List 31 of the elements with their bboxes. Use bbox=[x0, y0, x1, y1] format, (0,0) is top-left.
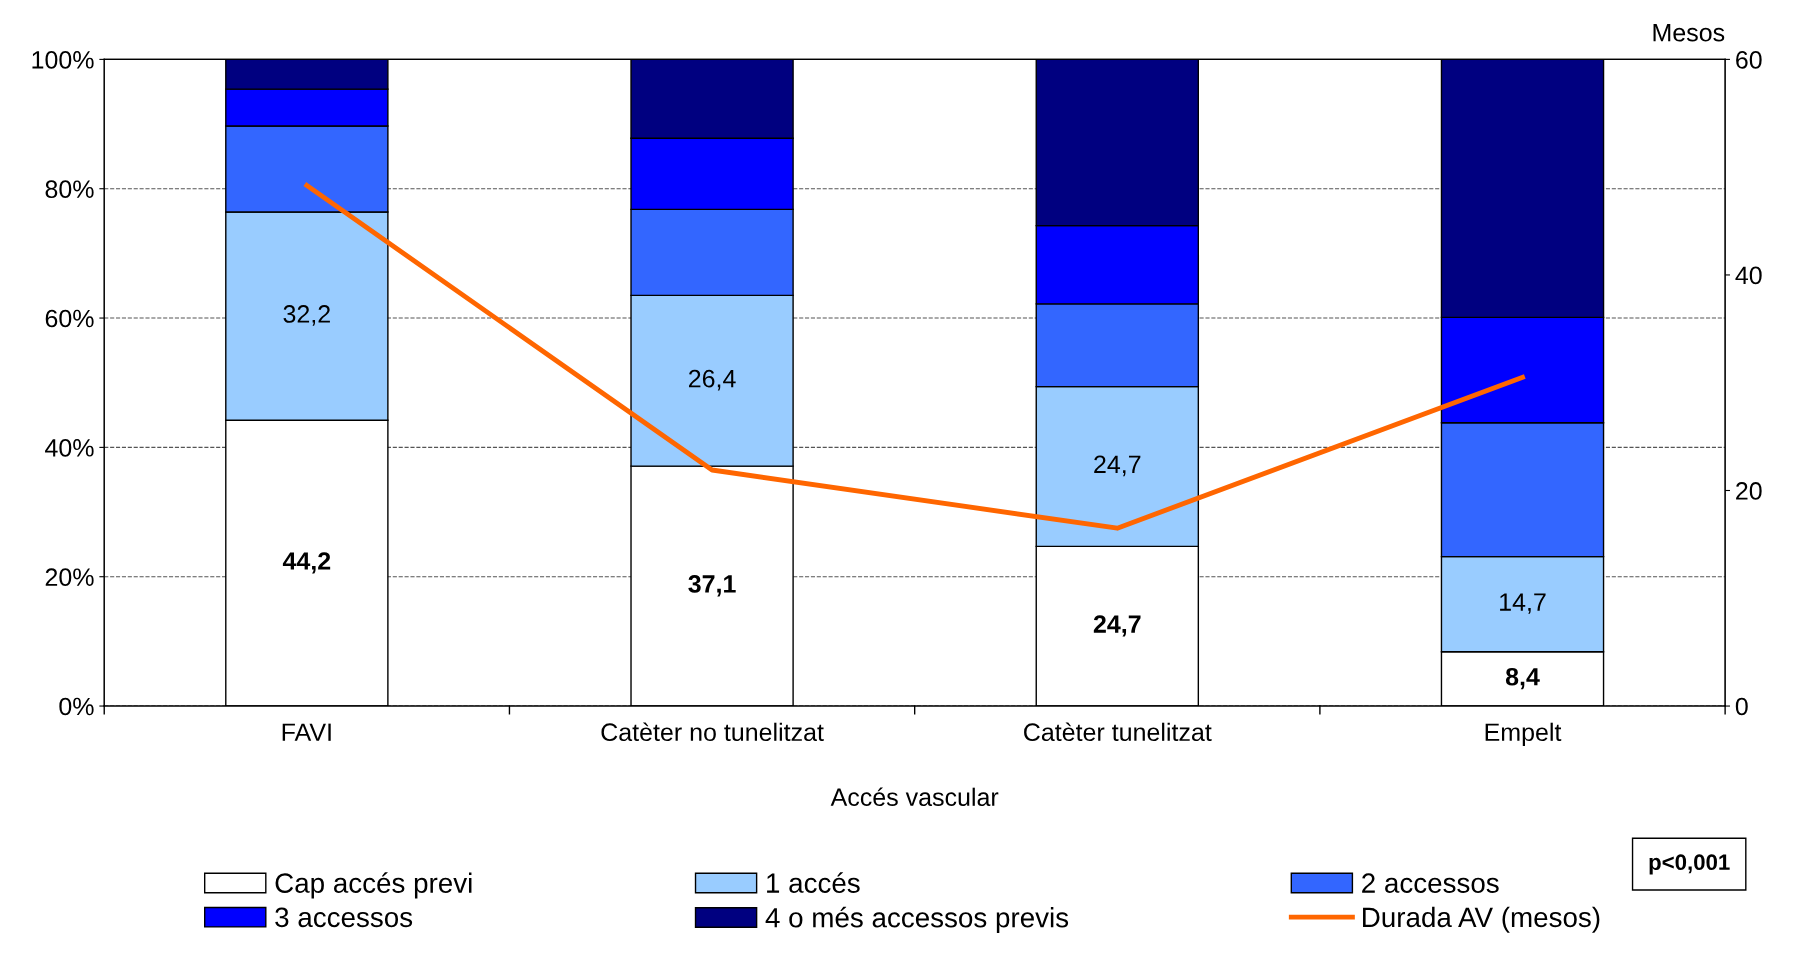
data-label: 37,1 bbox=[688, 575, 736, 597]
y2-tick-label: 40 bbox=[1735, 266, 1762, 285]
y2-tick-label: 20 bbox=[1736, 482, 1762, 500]
text: p<0,001 bbox=[1649, 854, 1730, 875]
x-tick-label: Catèter tunelitzat bbox=[1024, 722, 1212, 742]
legend-label: Durada AV (mesos) bbox=[1363, 906, 1600, 933]
y2-tick-label: 60 bbox=[1736, 51, 1762, 69]
x-tick-label: Catèter no tunelitzat bbox=[601, 722, 824, 742]
y-tick-label: 20% bbox=[45, 568, 94, 587]
y-tick-label: 40% bbox=[45, 438, 94, 457]
data-label: 26,4 bbox=[688, 369, 736, 391]
legend-label: 2 accessos bbox=[1362, 873, 1499, 893]
y-tick-label: 60% bbox=[45, 309, 94, 328]
legend-label: 4 o més accessos previs bbox=[765, 906, 1069, 933]
y2-tick-label: 0 bbox=[1735, 697, 1748, 716]
y2-axis-title: Mesos bbox=[1653, 24, 1725, 42]
x-tick-label: FAVI bbox=[282, 723, 331, 741]
legend-label: Cap accés previ bbox=[275, 872, 472, 899]
data-label: 14,7 bbox=[1500, 593, 1546, 614]
legend-label: 1 accés bbox=[767, 872, 860, 893]
data-label: 32,2 bbox=[283, 305, 330, 326]
y-tick-label: 0% bbox=[59, 697, 94, 716]
legend-label: 3 accessos bbox=[275, 907, 413, 928]
y-tick-label: 80% bbox=[45, 180, 94, 199]
x-axis-title: Accés vascular bbox=[830, 787, 999, 807]
data-label: 24,7 bbox=[1093, 615, 1141, 637]
data-label: 24,7 bbox=[1094, 455, 1141, 477]
data-label: 8,4 bbox=[1505, 667, 1540, 690]
x-tick-label: Empelt bbox=[1485, 722, 1562, 747]
y-tick-label: 100% bbox=[32, 51, 94, 69]
data-label: 44,2 bbox=[282, 552, 331, 574]
